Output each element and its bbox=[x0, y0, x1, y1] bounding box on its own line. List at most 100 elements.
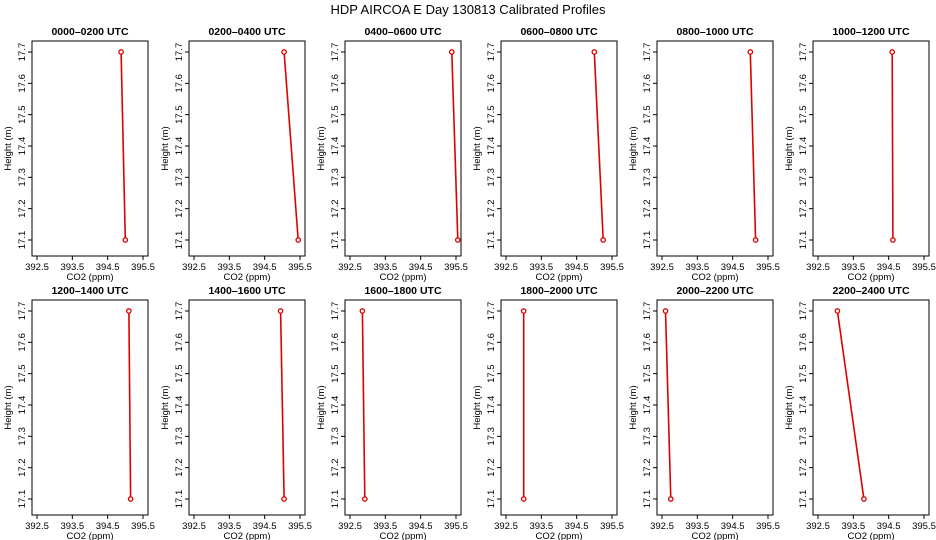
plot-frame bbox=[500, 40, 618, 257]
y-axis-label: Height (m) bbox=[784, 126, 795, 170]
plot-panel: 0600–0800 UTC 392.5 393.5 394.5 395.5 17.1 17.… bbox=[472, 26, 624, 283]
y-tick-label: 17.7 bbox=[330, 43, 341, 62]
y-tick-label: 17.5 bbox=[330, 364, 341, 383]
figure-title: HDP AIRCOA E Day 130813 Calibrated Profi… bbox=[330, 2, 606, 17]
y-tick-label: 17.3 bbox=[330, 427, 341, 446]
x-tick-label: 393.5 bbox=[217, 521, 241, 532]
y-tick-label: 17.1 bbox=[17, 231, 28, 250]
x-tick-label: 394.5 bbox=[253, 521, 277, 532]
y-tick-label: 17.3 bbox=[174, 427, 185, 446]
data-point bbox=[890, 237, 896, 243]
y-tick-label: 17.5 bbox=[174, 364, 185, 383]
x-tick-label: 395.5 bbox=[912, 521, 936, 532]
y-tick-label: 17.2 bbox=[174, 458, 185, 477]
y-tick-label: 17.4 bbox=[174, 137, 185, 156]
y-tick-label: 17.1 bbox=[486, 231, 497, 250]
panel-title: 2200–2400 UTC bbox=[832, 285, 909, 297]
x-tick-label: 395.5 bbox=[131, 262, 155, 273]
y-tick-label: 17.2 bbox=[330, 458, 341, 477]
plot-panel: 2000–2200 UTC 392.5 393.5 394.5 395.5 17.1 17.… bbox=[628, 285, 780, 540]
y-tick-label: 17.6 bbox=[174, 333, 185, 352]
profile-line bbox=[361, 310, 366, 500]
plot-panel: 0400–0600 UTC 392.5 393.5 394.5 395.5 17.1 17.… bbox=[316, 26, 468, 283]
data-point bbox=[359, 308, 366, 314]
plot-panel: 0200–0400 UTC 392.5 393.5 394.5 395.5 17.1 17.… bbox=[160, 26, 312, 283]
y-tick-label: 17.6 bbox=[642, 333, 653, 352]
plot-panel: 0000–0200 UTC 392.5 393.5 394.5 395.5 17.1 17.… bbox=[3, 26, 155, 283]
y-tick-label: 17.4 bbox=[642, 396, 653, 415]
data-point bbox=[667, 496, 674, 502]
y-tick-label: 17.2 bbox=[486, 458, 497, 477]
y-tick-label: 17.6 bbox=[798, 333, 809, 352]
y-tick-label: 17.7 bbox=[798, 43, 809, 62]
plot-panel: 1200–1400 UTC 392.5 393.5 394.5 395.5 17.1 17.… bbox=[3, 285, 155, 540]
y-axis-label: Height (m) bbox=[628, 385, 639, 429]
y-axis-label: Height (m) bbox=[628, 126, 639, 170]
profile-line bbox=[664, 310, 672, 500]
x-axis-label: CO2 (ppm) bbox=[380, 272, 427, 283]
x-tick-label: 395.5 bbox=[288, 262, 312, 273]
y-tick-label: 17.4 bbox=[798, 396, 809, 415]
panel-title: 0400–0600 UTC bbox=[364, 26, 441, 38]
profile-line bbox=[836, 310, 865, 500]
y-tick-label: 17.5 bbox=[486, 105, 497, 124]
y-tick-label: 17.1 bbox=[798, 231, 809, 250]
plot-panel: 1400–1600 UTC 392.5 393.5 394.5 395.5 17.1 17.… bbox=[160, 285, 312, 540]
x-tick-label: 393.5 bbox=[685, 262, 709, 273]
x-tick-label: 392.5 bbox=[494, 521, 518, 532]
x-tick-label: 393.5 bbox=[60, 521, 84, 532]
panel-title: 0600–0800 UTC bbox=[520, 26, 597, 38]
y-tick-label: 17.6 bbox=[798, 74, 809, 93]
x-tick-label: 394.5 bbox=[253, 262, 277, 273]
x-tick-label: 394.5 bbox=[409, 262, 433, 273]
data-point bbox=[295, 237, 302, 243]
data-point bbox=[448, 49, 455, 55]
y-tick-label: 17.1 bbox=[642, 490, 653, 509]
y-tick-label: 17.1 bbox=[174, 231, 185, 250]
y-tick-label: 17.5 bbox=[17, 364, 28, 383]
plot-panel: 2200–2400 UTC 392.5 393.5 394.5 395.5 17.1 17.… bbox=[784, 285, 936, 540]
y-tick-label: 17.2 bbox=[330, 199, 341, 218]
x-tick-label: 394.5 bbox=[565, 521, 589, 532]
x-axis-label: CO2 (ppm) bbox=[224, 272, 271, 283]
x-tick-label: 393.5 bbox=[373, 262, 397, 273]
y-tick-label: 17.4 bbox=[17, 137, 28, 156]
x-tick-label: 392.5 bbox=[182, 521, 206, 532]
y-tick-label: 17.1 bbox=[174, 490, 185, 509]
x-tick-label: 394.5 bbox=[721, 262, 745, 273]
data-point bbox=[600, 237, 607, 243]
y-tick-label: 17.3 bbox=[642, 168, 653, 187]
plot-frame bbox=[31, 40, 149, 257]
profile-line bbox=[283, 51, 299, 241]
plot-frame bbox=[31, 299, 149, 516]
x-tick-label: 394.5 bbox=[409, 521, 433, 532]
x-axis-label: CO2 (ppm) bbox=[224, 531, 271, 540]
y-tick-label: 17.3 bbox=[486, 427, 497, 446]
profile-line bbox=[891, 51, 894, 241]
panel-title: 0200–0400 UTC bbox=[208, 26, 285, 38]
y-tick-label: 17.2 bbox=[798, 199, 809, 218]
panel-title: 1400–1600 UTC bbox=[208, 285, 285, 297]
plot-frame bbox=[656, 40, 774, 257]
y-tick-label: 17.2 bbox=[798, 458, 809, 477]
x-tick-label: 395.5 bbox=[131, 521, 155, 532]
plot-frame bbox=[500, 299, 618, 516]
y-tick-label: 17.7 bbox=[17, 43, 28, 62]
y-tick-label: 17.1 bbox=[798, 490, 809, 509]
data-point bbox=[126, 308, 132, 314]
y-tick-label: 17.2 bbox=[17, 458, 28, 477]
data-point bbox=[520, 308, 527, 314]
x-tick-label: 395.5 bbox=[756, 262, 780, 273]
y-tick-label: 17.6 bbox=[17, 74, 28, 93]
y-tick-label: 17.4 bbox=[330, 396, 341, 415]
y-tick-label: 17.3 bbox=[798, 168, 809, 187]
y-tick-label: 17.3 bbox=[798, 427, 809, 446]
x-axis-label: CO2 (ppm) bbox=[848, 272, 895, 283]
profile-line bbox=[279, 310, 285, 500]
x-tick-label: 393.5 bbox=[841, 262, 865, 273]
y-axis-label: Height (m) bbox=[316, 126, 327, 170]
y-tick-label: 17.6 bbox=[330, 74, 341, 93]
y-tick-label: 17.2 bbox=[17, 199, 28, 218]
data-point bbox=[118, 49, 124, 55]
data-point bbox=[277, 308, 284, 314]
